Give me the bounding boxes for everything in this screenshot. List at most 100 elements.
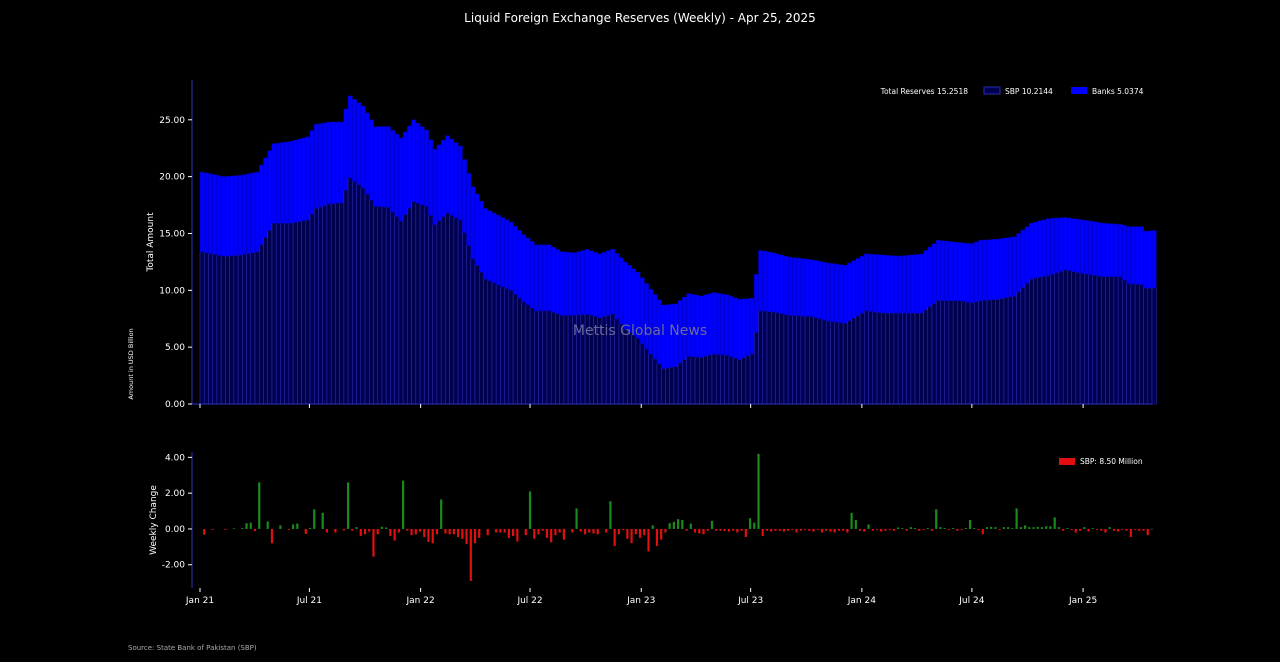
sbp-bar-150 — [834, 321, 840, 405]
banks-bar-17 — [271, 143, 277, 224]
change-bar-160 — [952, 528, 955, 529]
banks-bar-19 — [280, 142, 285, 224]
banks-bar-182 — [969, 243, 975, 304]
change-bar-134 — [842, 528, 845, 531]
legend-sbp-change-swatch — [1059, 458, 1075, 465]
change-bar-149 — [905, 528, 908, 531]
sbp-bar-170 — [918, 312, 924, 405]
change-bar-45 — [444, 528, 447, 534]
banks-bar-98 — [614, 253, 620, 320]
sbp-bar-59 — [449, 214, 455, 405]
banks-bar-211 — [1092, 221, 1098, 276]
banks-bar-61 — [457, 145, 463, 221]
change-bar-18 — [321, 512, 324, 529]
sbp-bar-149 — [830, 321, 836, 405]
sbp-bar-116 — [690, 356, 696, 405]
sbp-bar-146 — [817, 318, 823, 405]
weekly-change-bars — [203, 453, 1154, 581]
sbp-bar-10 — [242, 253, 247, 405]
banks-bar-5 — [220, 176, 226, 257]
banks-bar-137 — [779, 254, 785, 314]
change-bar-1 — [211, 528, 214, 530]
banks-bar-172 — [927, 246, 933, 308]
sbp-bar-162 — [885, 312, 891, 405]
change-bar-20 — [334, 528, 337, 533]
change-bar-168 — [985, 527, 989, 529]
change-bar-36 — [406, 528, 409, 531]
change-bar-4 — [241, 528, 244, 529]
sbp-bar-66 — [478, 271, 484, 405]
change-bar-98 — [689, 523, 692, 529]
change-bar-8 — [258, 482, 261, 529]
banks-bar-94 — [597, 253, 603, 318]
banks-bar-142 — [800, 258, 806, 317]
sbp-bar-202 — [1054, 272, 1060, 405]
banks-bar-131 — [754, 274, 759, 333]
change-bar-11 — [279, 525, 282, 529]
sbp-bar-220 — [1130, 283, 1136, 405]
reserves-axes — [191, 80, 1152, 405]
change-bar-154 — [926, 528, 929, 529]
change-bar-28 — [372, 528, 375, 557]
banks-bar-122 — [715, 293, 721, 355]
sbp-bar-4 — [216, 255, 222, 405]
sbp-bar-122 — [715, 354, 721, 405]
change-bar-137 — [854, 520, 857, 529]
sbp-bar-60 — [453, 217, 459, 405]
sbp-bar-16 — [267, 230, 273, 405]
change-bar-199 — [1117, 528, 1120, 532]
change-bar-146 — [892, 528, 895, 531]
banks-bar-204 — [1062, 217, 1068, 271]
banks-bar-209 — [1084, 220, 1089, 275]
reserves-legend: Total Reserves 15.2518 SBP 10.2144 Banks… — [880, 86, 1144, 96]
change-bar-38 — [414, 528, 417, 535]
change-bar-13 — [291, 524, 295, 529]
x-tick-label-3: Jul 22 — [516, 596, 542, 606]
change-bar-116 — [765, 528, 769, 531]
sbp-bar-112 — [673, 366, 679, 405]
change-bar-92 — [664, 528, 667, 533]
sbp-bar-219 — [1126, 283, 1132, 405]
change-bar-186 — [1062, 528, 1065, 531]
banks-bar-197 — [1033, 221, 1039, 279]
change-bar-109 — [736, 528, 739, 533]
sbp-bar-129 — [745, 355, 751, 405]
banks-bar-54 — [428, 139, 434, 216]
sbp-bar-130 — [749, 353, 755, 405]
change-bar-166 — [977, 528, 980, 530]
sbp-bar-68 — [487, 280, 493, 405]
change-bar-191 — [1083, 527, 1086, 529]
change-bar-157 — [939, 527, 942, 529]
banks-bar-64 — [470, 186, 476, 259]
sbp-bar-152 — [842, 322, 848, 405]
sbp-bar-168 — [910, 312, 916, 405]
sbp-bar-57 — [440, 216, 446, 405]
sbp-bar-15 — [263, 237, 269, 405]
sbp-bar-70 — [495, 284, 501, 405]
banks-bar-152 — [842, 265, 848, 324]
change-bar-7 — [253, 528, 257, 532]
change-bar-148 — [901, 528, 904, 529]
sbp-bar-41 — [373, 205, 379, 405]
sbp-bar-180 — [961, 301, 967, 405]
sbp-bar-55 — [432, 224, 438, 405]
sbp-bar-216 — [1113, 276, 1119, 405]
banks-bar-183 — [974, 241, 979, 302]
change-bar-59 — [512, 528, 515, 537]
sbp-bar-109 — [660, 368, 666, 405]
banks-bar-202 — [1054, 217, 1060, 273]
banks-bar-41 — [373, 126, 379, 207]
sbp-bar-207 — [1075, 272, 1081, 405]
change-bar-193 — [1091, 528, 1094, 529]
sbp-bar-183 — [973, 301, 979, 405]
change-bar-3 — [232, 528, 235, 530]
banks-bar-155 — [855, 258, 861, 317]
sbp-bar-145 — [813, 317, 819, 405]
sbp-bar-103 — [635, 337, 641, 405]
banks-bar-13 — [254, 171, 260, 252]
sbp-bar-137 — [779, 313, 785, 405]
banks-bar-140 — [792, 257, 797, 316]
banks-bar-121 — [711, 292, 717, 355]
banks-bar-52 — [419, 126, 425, 205]
banks-bar-57 — [440, 140, 446, 218]
